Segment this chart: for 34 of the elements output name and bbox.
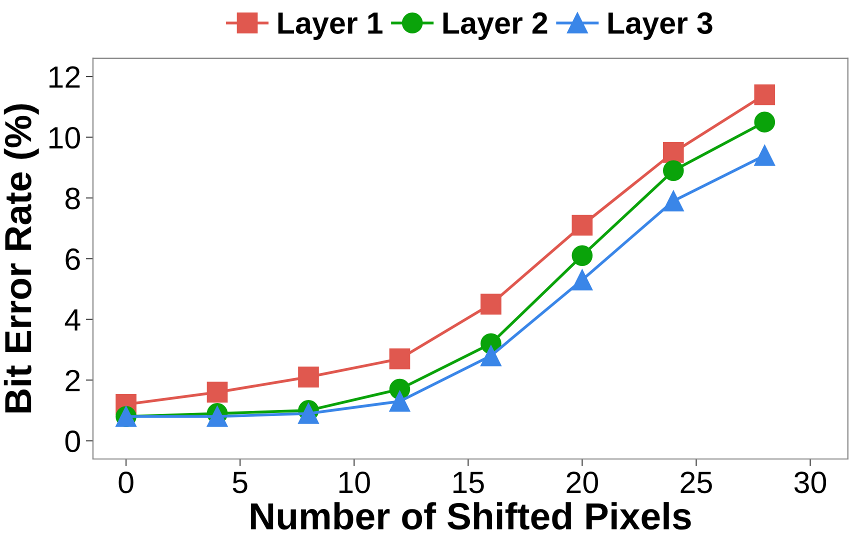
x-axis-title: Number of Shifted Pixels (251, 502, 691, 530)
point (754, 145, 776, 166)
point (662, 160, 684, 182)
x-tick-label: 20 (566, 472, 598, 494)
x-tick-label: 30 (794, 472, 826, 494)
point (206, 382, 228, 403)
legend-label: Layer 1 (278, 12, 382, 40)
point (662, 190, 684, 212)
point (572, 269, 593, 290)
point (754, 84, 776, 106)
point (754, 112, 776, 132)
point (298, 366, 319, 388)
x-tick-label: 0 (118, 472, 134, 494)
point (480, 345, 502, 366)
y-tick-label: 12 (50, 66, 80, 88)
x-tick-label: 10 (339, 472, 370, 494)
point (572, 245, 593, 266)
x-tick-label: 25 (680, 472, 712, 494)
point (389, 348, 410, 370)
x-tick-label: 5 (232, 472, 248, 494)
legend-label: Layer 2 (443, 12, 548, 40)
point (572, 214, 593, 236)
x-tick-label: 15 (453, 472, 484, 494)
point (662, 142, 684, 163)
y-tick-label: 10 (50, 126, 80, 149)
point (480, 294, 502, 315)
y-tick-label: 6 (66, 248, 80, 270)
y-tick-label: 8 (66, 188, 80, 210)
y-tick-label: 4 (64, 309, 80, 330)
legend-label: Layer 3 (608, 12, 712, 40)
y-axis-title: Bit Error Rate (%) (4, 104, 39, 412)
point (389, 390, 410, 412)
y-tick-label: 2 (66, 370, 80, 392)
y-tick-label: 0 (65, 430, 80, 452)
